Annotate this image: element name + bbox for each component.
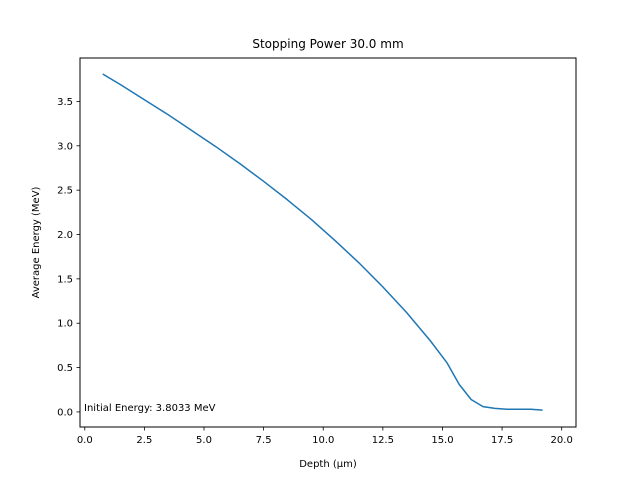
y-tick-label: 2.0 (57, 230, 73, 241)
x-tick-label: 0.0 (77, 435, 93, 446)
x-tick-label: 7.5 (256, 435, 272, 446)
x-tick-label: 2.5 (136, 435, 152, 446)
initial-energy-annotation: Initial Energy: 3.8033 MeV (84, 403, 216, 414)
chart-title: Stopping Power 30.0 mm (252, 37, 403, 51)
y-tick-label: 3.0 (57, 141, 73, 152)
y-tick-label: 0.0 (57, 407, 73, 418)
series-line (102, 73, 543, 411)
y-tick-label: 2.5 (57, 186, 73, 197)
x-tick-label: 17.5 (491, 435, 513, 446)
y-axis: 0.0 0.5 1.0 1.5 2.0 2.5 3.0 3.5 (57, 97, 80, 418)
x-tick-label: 15.0 (431, 435, 453, 446)
x-tick-label: 5.0 (196, 435, 212, 446)
series-layer (102, 73, 543, 411)
y-axis-label: Average Energy (MeV) (31, 186, 42, 298)
x-tick-label: 10.0 (312, 435, 334, 446)
x-tick-label: 12.5 (372, 435, 394, 446)
y-tick-label: 1.5 (57, 274, 73, 285)
plot-area (79, 57, 577, 428)
y-tick-label: 0.5 (57, 363, 73, 374)
x-tick-label: 20.0 (551, 435, 573, 446)
y-tick-label: 1.0 (57, 319, 73, 330)
x-axis: 0.0 2.5 5.0 7.5 10.0 12.5 15.0 17.5 20.0 (77, 427, 573, 446)
x-axis-label: Depth (μm) (299, 459, 357, 470)
y-tick-label: 3.5 (57, 97, 73, 108)
